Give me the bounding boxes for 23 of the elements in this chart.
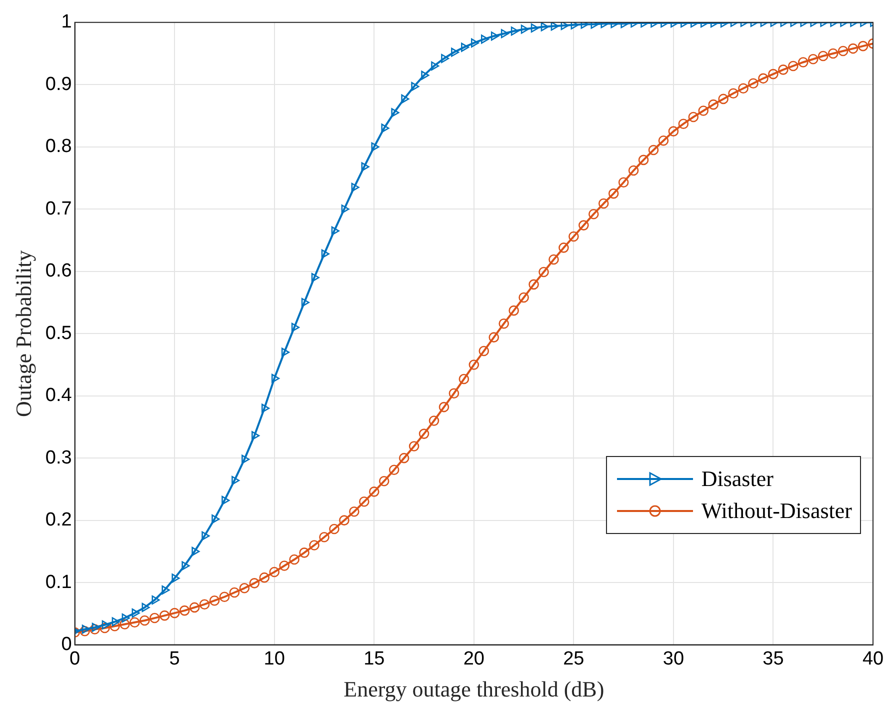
y-tick-label: 1 xyxy=(61,12,72,33)
y-tick-label: 0 xyxy=(61,634,72,656)
y-tick-label: 0.8 xyxy=(45,136,72,158)
y-tick-label: 0.2 xyxy=(45,510,72,531)
y-tick-label: 0.4 xyxy=(45,385,72,406)
x-tick-label: 25 xyxy=(563,648,584,670)
x-axis-title: Energy outage threshold (dB) xyxy=(344,676,604,702)
legend-label: Disaster xyxy=(701,465,774,493)
y-tick-label: 0.9 xyxy=(45,74,72,95)
y-tick-label: 0.6 xyxy=(45,260,72,282)
y-tick-label: 0.3 xyxy=(45,447,72,468)
x-tick-label: 40 xyxy=(862,648,884,670)
y-axis-title: Outage Probability xyxy=(10,250,36,418)
y-tick-label: 0.7 xyxy=(45,198,72,220)
x-tick-label: 20 xyxy=(463,648,484,670)
x-tick-label: 5 xyxy=(169,648,180,670)
x-tick-label: 15 xyxy=(364,648,385,670)
y-tick-label: 0.1 xyxy=(45,572,72,593)
x-tick-label: 35 xyxy=(762,648,784,670)
legend-label: Without-Disaster xyxy=(701,497,852,525)
x-tick-label: 10 xyxy=(264,648,285,670)
y-tick-label: 0.5 xyxy=(45,322,72,344)
x-tick-label: 30 xyxy=(662,648,684,670)
